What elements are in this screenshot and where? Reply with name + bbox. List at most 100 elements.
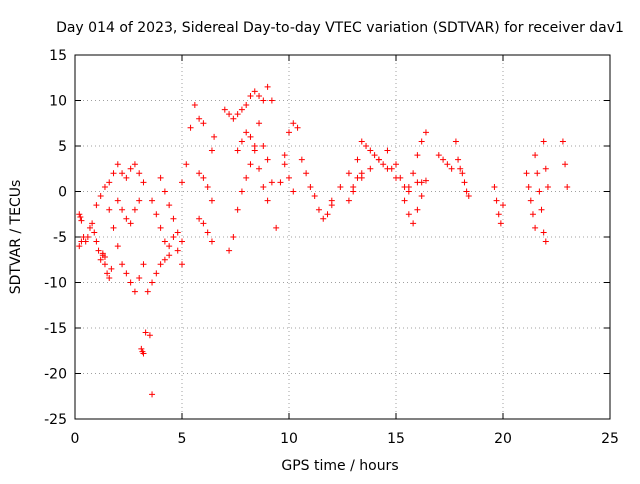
data-point [153, 270, 160, 277]
data-point [238, 138, 245, 145]
data-point [200, 174, 207, 181]
data-point [238, 188, 245, 195]
data-point [99, 252, 106, 259]
data-point [196, 170, 203, 177]
x-tick-label: 5 [178, 431, 187, 447]
data-point [114, 243, 121, 250]
series-arc-q [221, 83, 275, 122]
data-point [166, 202, 173, 209]
data-point [101, 261, 108, 268]
series-arc-v [281, 161, 297, 195]
data-point [106, 206, 113, 213]
data-point [170, 215, 177, 222]
data-point [93, 202, 100, 209]
data-point [146, 332, 153, 339]
series-arc-cc [405, 129, 429, 195]
series-arc-o [196, 215, 215, 245]
series-arc-b [76, 211, 85, 224]
data-point [110, 170, 117, 177]
data-point [328, 197, 335, 204]
data-point [290, 188, 297, 195]
series-arc-bb [401, 193, 425, 227]
data-point [200, 220, 207, 227]
data-point [234, 147, 241, 154]
series-arc-gg [491, 183, 506, 227]
data-point [226, 111, 233, 118]
series-arc-x [328, 143, 421, 204]
data-point [367, 147, 374, 154]
data-point [384, 147, 391, 154]
data-point [495, 211, 502, 218]
data-point [363, 143, 370, 149]
data-point [444, 161, 451, 168]
axis-ticks: 0 5 10 15 20 25 -25 -20 -15 -10 -5 0 5 10 15 [44, 48, 619, 447]
data-point [564, 183, 571, 190]
data-point [465, 193, 472, 200]
data-point [536, 188, 543, 195]
data-point [140, 350, 147, 357]
data-point [418, 138, 425, 145]
series-arc-ii [532, 152, 549, 245]
data-point [131, 206, 138, 213]
data-point [119, 261, 126, 268]
data-point [101, 183, 108, 190]
data-point [337, 183, 344, 190]
data-point [414, 206, 421, 213]
data-point [104, 270, 111, 277]
data-point [174, 247, 181, 254]
data-point [211, 133, 218, 140]
data-point [95, 247, 102, 254]
data-point [114, 161, 121, 168]
data-point [538, 206, 545, 213]
data-point [123, 174, 130, 181]
data-point [183, 161, 190, 168]
data-point [123, 215, 130, 222]
data-point [264, 156, 271, 163]
data-point [371, 152, 378, 159]
x-tick-label: 0 [71, 431, 80, 447]
data-point [82, 238, 89, 245]
data-point [422, 177, 429, 184]
series-arc-s [234, 129, 271, 204]
data-point [422, 129, 429, 136]
series-arc-ff [452, 138, 472, 200]
data-point [532, 152, 539, 159]
data-point [78, 217, 85, 224]
data-point [89, 220, 96, 227]
data-point [463, 188, 470, 195]
data-point [106, 179, 113, 186]
data-point [174, 229, 181, 236]
series-arc-e [99, 252, 115, 281]
data-point [200, 120, 207, 127]
series-arc-w [298, 156, 335, 222]
data-point [264, 197, 271, 204]
data-point [136, 274, 143, 281]
data-point [153, 211, 160, 218]
data-point [142, 329, 149, 336]
series-arc-jj [540, 138, 551, 190]
data-point [238, 106, 245, 113]
data-point [358, 138, 365, 145]
data-point [187, 124, 194, 131]
y-tick-label: 15 [49, 48, 67, 64]
data-point [127, 165, 134, 172]
data-point [497, 220, 504, 227]
data-point [97, 193, 104, 200]
data-point [131, 288, 138, 295]
data-point [149, 279, 156, 286]
y-tick-label: -20 [44, 367, 67, 383]
data-point [166, 243, 173, 250]
data-point [405, 211, 412, 218]
data-point [127, 279, 134, 286]
data-point [311, 193, 318, 200]
data-point [251, 147, 258, 154]
data-point [256, 165, 263, 172]
series-arc-c [86, 220, 108, 263]
data-point [230, 115, 237, 122]
data-point [459, 170, 466, 177]
data-point [161, 238, 168, 245]
chart-title: Day 014 of 2023, Sidereal Day-to-day VTE… [56, 20, 624, 36]
data-point [525, 183, 532, 190]
data-point [76, 243, 83, 250]
